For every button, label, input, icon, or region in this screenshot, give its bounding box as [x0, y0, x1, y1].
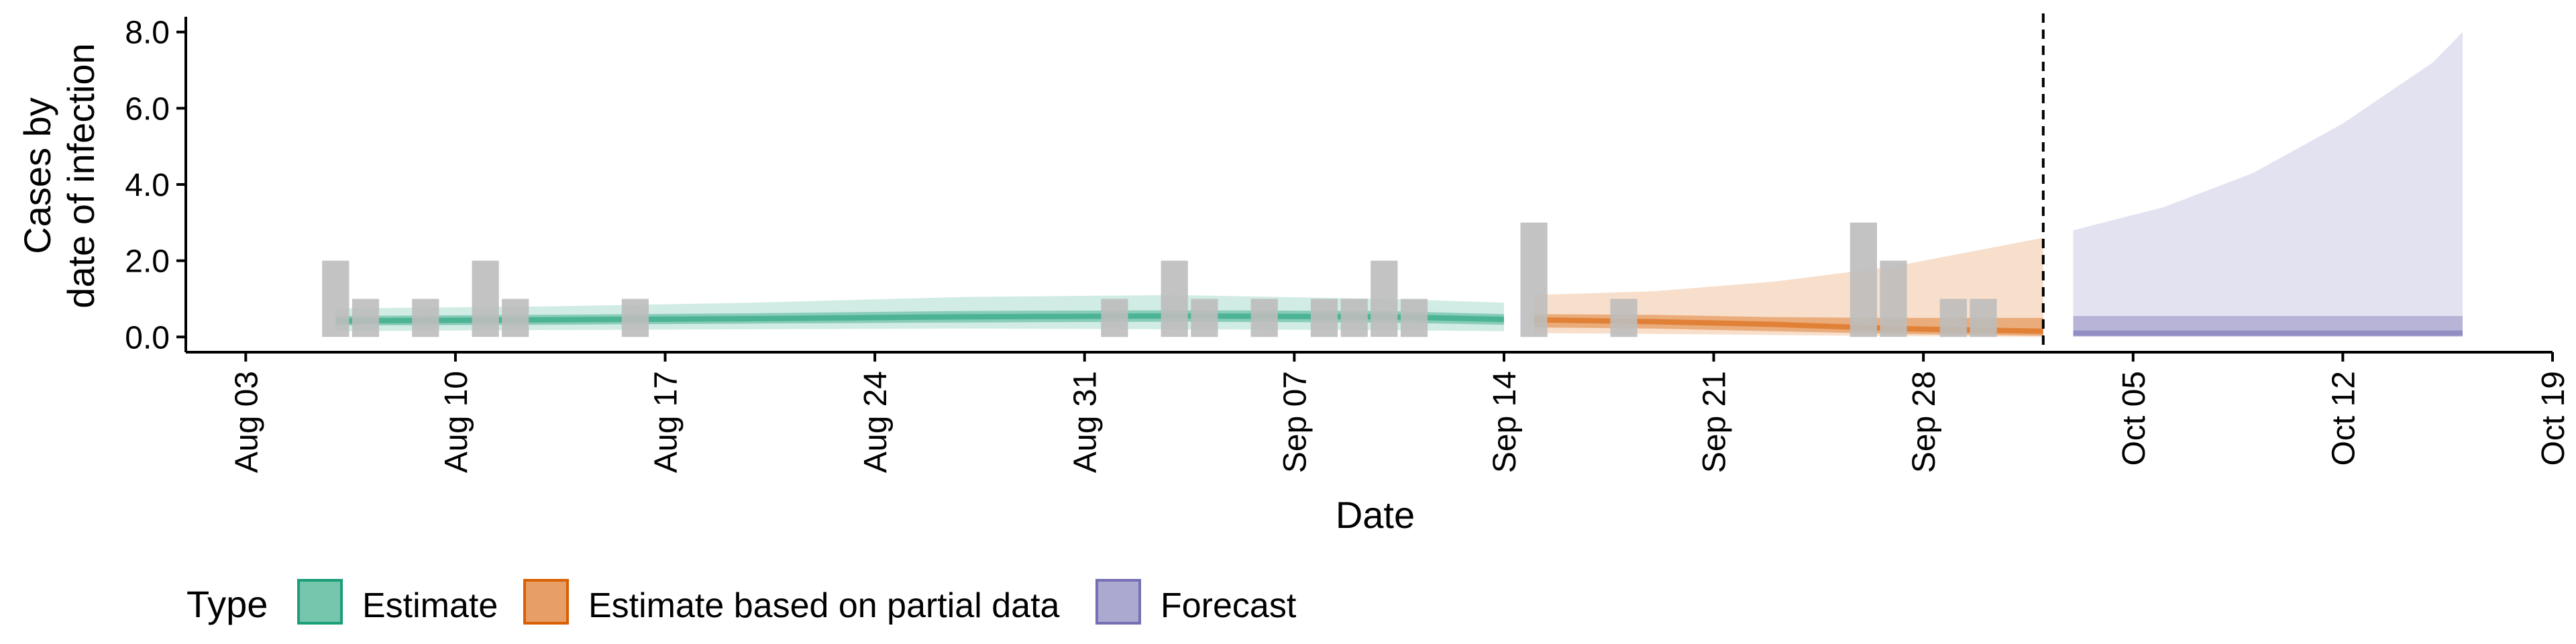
x-tick-label: Aug 17	[649, 371, 684, 473]
observed-bar	[502, 299, 529, 337]
observed-bar	[352, 299, 380, 337]
y-tick-label: 8.0	[125, 15, 170, 51]
x-tick-label: Oct 12	[2326, 371, 2361, 466]
observed-bar	[412, 299, 439, 337]
x-tick-label: Sep 28	[1907, 371, 1942, 473]
observed-bars	[322, 222, 1997, 337]
x-tick-label: Sep 14	[1487, 371, 1523, 473]
y-tick-label: 6.0	[125, 91, 170, 127]
axes: 0.0 2.0 4.0 6.0 8.0 Aug 03 Aug 10 Aug 17 Aug 24 A…	[125, 15, 2571, 473]
observed-bar	[1610, 299, 1638, 337]
estimate-bands	[335, 32, 2463, 337]
observed-bar	[1161, 260, 1188, 337]
y-axis-label-line-2: date of infection	[60, 43, 102, 308]
legend-key	[1095, 579, 1141, 625]
x-tick-label: Sep 21	[1697, 371, 1733, 473]
observed-bar	[1101, 299, 1128, 337]
observed-bar	[621, 299, 649, 337]
observed-bar	[1340, 299, 1368, 337]
y-tick-label: 2.0	[125, 244, 170, 280]
observed-bar	[1310, 299, 1338, 337]
x-tick-label: Oct 05	[2116, 371, 2152, 466]
legend-label: Forecast	[1161, 586, 1297, 625]
x-axis-label: Date	[1336, 494, 1415, 536]
y-tick-label: 0.0	[125, 320, 170, 356]
observed-bar	[1970, 299, 1997, 337]
legend-key	[523, 579, 569, 625]
observed-bar	[1371, 260, 1398, 337]
observed-bar	[322, 260, 350, 337]
y-tick-label: 4.0	[125, 168, 170, 203]
x-tick-label: Aug 24	[858, 371, 894, 473]
x-tick-label: Aug 31	[1068, 371, 1104, 473]
observed-bar	[1250, 299, 1278, 337]
x-tick-label: Sep 07	[1277, 371, 1313, 473]
observed-bar	[1939, 299, 1967, 337]
observed-bar	[1191, 299, 1218, 337]
legend-key	[297, 579, 343, 625]
x-tick-label: Oct 19	[2536, 371, 2571, 466]
band-90-2	[2073, 32, 2463, 337]
y-axis-label-line-1: Cases by	[16, 97, 58, 254]
observed-bar	[1849, 222, 1877, 337]
band-90-1	[1534, 237, 2043, 337]
x-tick-label: Aug 03	[229, 371, 264, 473]
observed-bar	[472, 260, 499, 337]
legend-label: Estimate based on partial data	[588, 586, 1060, 625]
observed-bar	[1400, 299, 1428, 337]
legend-label: Estimate	[362, 586, 498, 625]
legend-title: Type	[186, 583, 268, 625]
observed-bar	[1880, 260, 1907, 337]
x-tick-label: Aug 10	[439, 371, 474, 473]
observed-bar	[1520, 222, 1548, 337]
legend: Type Estimate Estimate based on partial d…	[186, 579, 1297, 625]
